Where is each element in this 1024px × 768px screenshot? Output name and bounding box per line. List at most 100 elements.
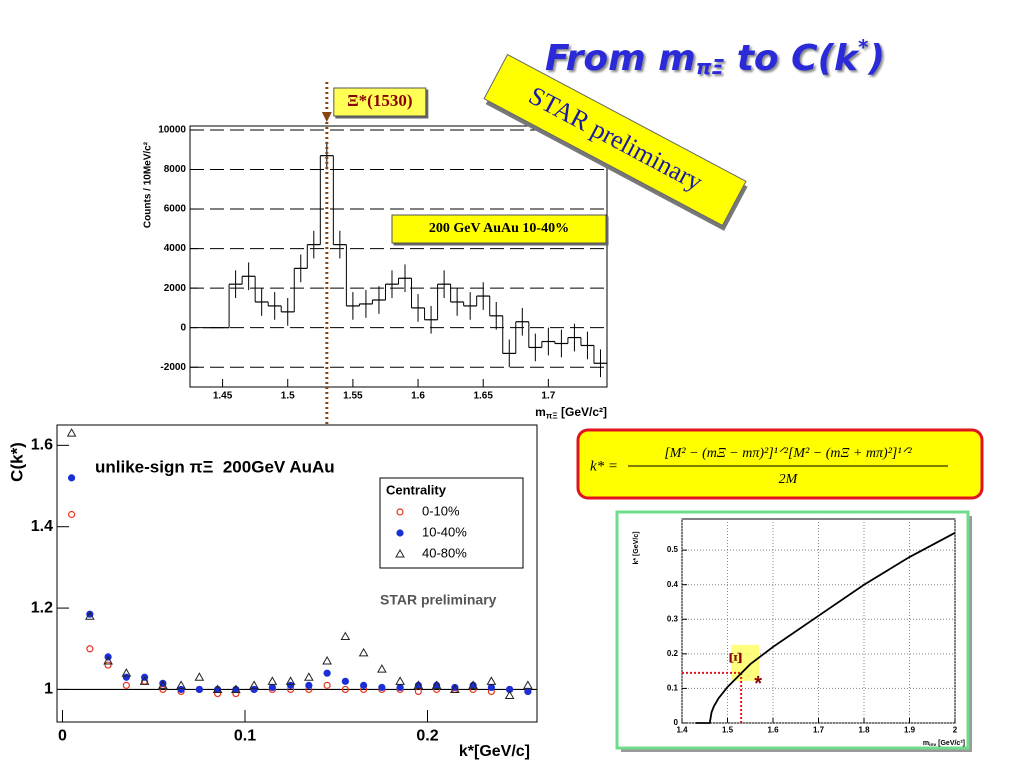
- point: [249, 680, 259, 689]
- title-part: From m: [545, 38, 696, 79]
- point: [267, 676, 278, 685]
- label-part: [GeV/c²]: [558, 405, 607, 419]
- x-tick-label: 0.1: [234, 728, 256, 745]
- legend-marker: [396, 529, 404, 537]
- y-tick-label: 10000: [158, 125, 186, 136]
- y-axis-label: k* [GeV/c]: [633, 531, 640, 564]
- plot-frame: [189, 125, 608, 388]
- legend-marker: [396, 508, 404, 516]
- point: [287, 681, 295, 689]
- y-tick-label: 0.1: [667, 684, 679, 693]
- point: [341, 677, 349, 685]
- point: [250, 685, 258, 694]
- point: [268, 683, 276, 692]
- point: [304, 672, 314, 681]
- point: [340, 631, 351, 641]
- formula-denominator: 2M: [779, 472, 799, 487]
- y-tick-label: 1.4: [31, 518, 53, 535]
- point: [68, 474, 76, 482]
- slide-title: From mπΞ to C(k*): [545, 35, 885, 80]
- banner-box: [483, 53, 747, 227]
- x-tick-label: 0.2: [416, 728, 438, 745]
- point: [86, 645, 94, 653]
- peak-label: Ξ*(1530): [347, 91, 412, 110]
- point: [524, 687, 532, 696]
- x-tick-label: 1.5: [722, 725, 734, 734]
- legend-box: [379, 477, 524, 569]
- x-axis-label: k*[GeV/c]: [459, 743, 530, 760]
- point: [358, 647, 369, 657]
- x-tick-label: 1.45: [213, 391, 233, 402]
- symbol-star: *: [754, 673, 762, 695]
- y-tick-label: 8000: [164, 164, 187, 175]
- x-tick-label: 1.6: [411, 391, 425, 402]
- x-tick-label: 1.65: [473, 391, 493, 402]
- label-sub: inv: [929, 742, 936, 748]
- point: [122, 681, 130, 689]
- point: [68, 510, 76, 519]
- legend-label: 0-10%: [422, 503, 460, 518]
- curve: [695, 532, 956, 724]
- x-axis-label: minv [GeV/c²]: [923, 740, 965, 749]
- x-tick-label: 1.6: [767, 725, 779, 734]
- point: [177, 685, 185, 694]
- y-tick-label: 1.6: [31, 437, 53, 454]
- point: [396, 683, 404, 692]
- info-box: [391, 214, 607, 244]
- x-axis-label: mπΞ [GeV/c²]: [535, 405, 607, 421]
- point: [139, 676, 150, 685]
- y-tick-label: 1.2: [31, 599, 53, 616]
- point: [360, 681, 368, 689]
- point: [323, 669, 331, 677]
- title-part: to C(k: [724, 38, 860, 79]
- y-tick-label: 0: [674, 718, 679, 727]
- symbol: Ξ: [725, 652, 745, 664]
- peak-arrow: [321, 112, 332, 122]
- y-tick-label: 0: [180, 322, 186, 333]
- point: [395, 676, 405, 685]
- point: [486, 676, 497, 685]
- y-tick-label: 0.2: [667, 649, 679, 658]
- label-sub: πΞ: [546, 411, 558, 421]
- point: [195, 685, 203, 694]
- x-tick-label: 1.7: [813, 725, 825, 734]
- point: [504, 690, 515, 700]
- y-tick-label: 0.4: [667, 580, 679, 589]
- legend-label: 40-80%: [422, 545, 467, 560]
- point: [84, 611, 95, 620]
- x-tick-label: 2: [953, 725, 958, 734]
- info-label: 200 GeV AuAu 10-40%: [429, 221, 569, 236]
- plot-bg: [57, 425, 537, 722]
- title-sub: πΞ: [696, 55, 725, 79]
- label-part: m: [535, 405, 546, 419]
- point: [176, 680, 186, 689]
- peak-label-box: [333, 87, 427, 117]
- point: [66, 428, 77, 437]
- y-tick-label: -2000: [160, 362, 186, 373]
- formula-lhs: k* =: [590, 458, 618, 474]
- y-tick-label: 4000: [164, 243, 187, 254]
- point: [285, 676, 296, 685]
- point: [450, 684, 460, 693]
- x-tick-label: 1.9: [904, 725, 916, 734]
- legend-label: 10-40%: [422, 524, 467, 539]
- point: [157, 680, 168, 689]
- point: [523, 680, 533, 689]
- point: [378, 683, 386, 692]
- y-tick-label: 0.3: [667, 614, 679, 623]
- point: [194, 672, 205, 681]
- title-part: ): [867, 38, 884, 79]
- label-part: m: [923, 740, 929, 747]
- point: [212, 684, 223, 693]
- legend-marker: [395, 548, 405, 558]
- point: [341, 685, 349, 694]
- x-tick-label: 1.8: [858, 725, 870, 734]
- point: [323, 681, 331, 689]
- watermark: STAR preliminary: [380, 592, 497, 608]
- title-sup: *: [858, 35, 869, 59]
- label-part: [GeV/c²]: [936, 740, 965, 747]
- point: [431, 680, 442, 689]
- point: [487, 683, 495, 692]
- x-tick-label: 1.55: [343, 391, 363, 402]
